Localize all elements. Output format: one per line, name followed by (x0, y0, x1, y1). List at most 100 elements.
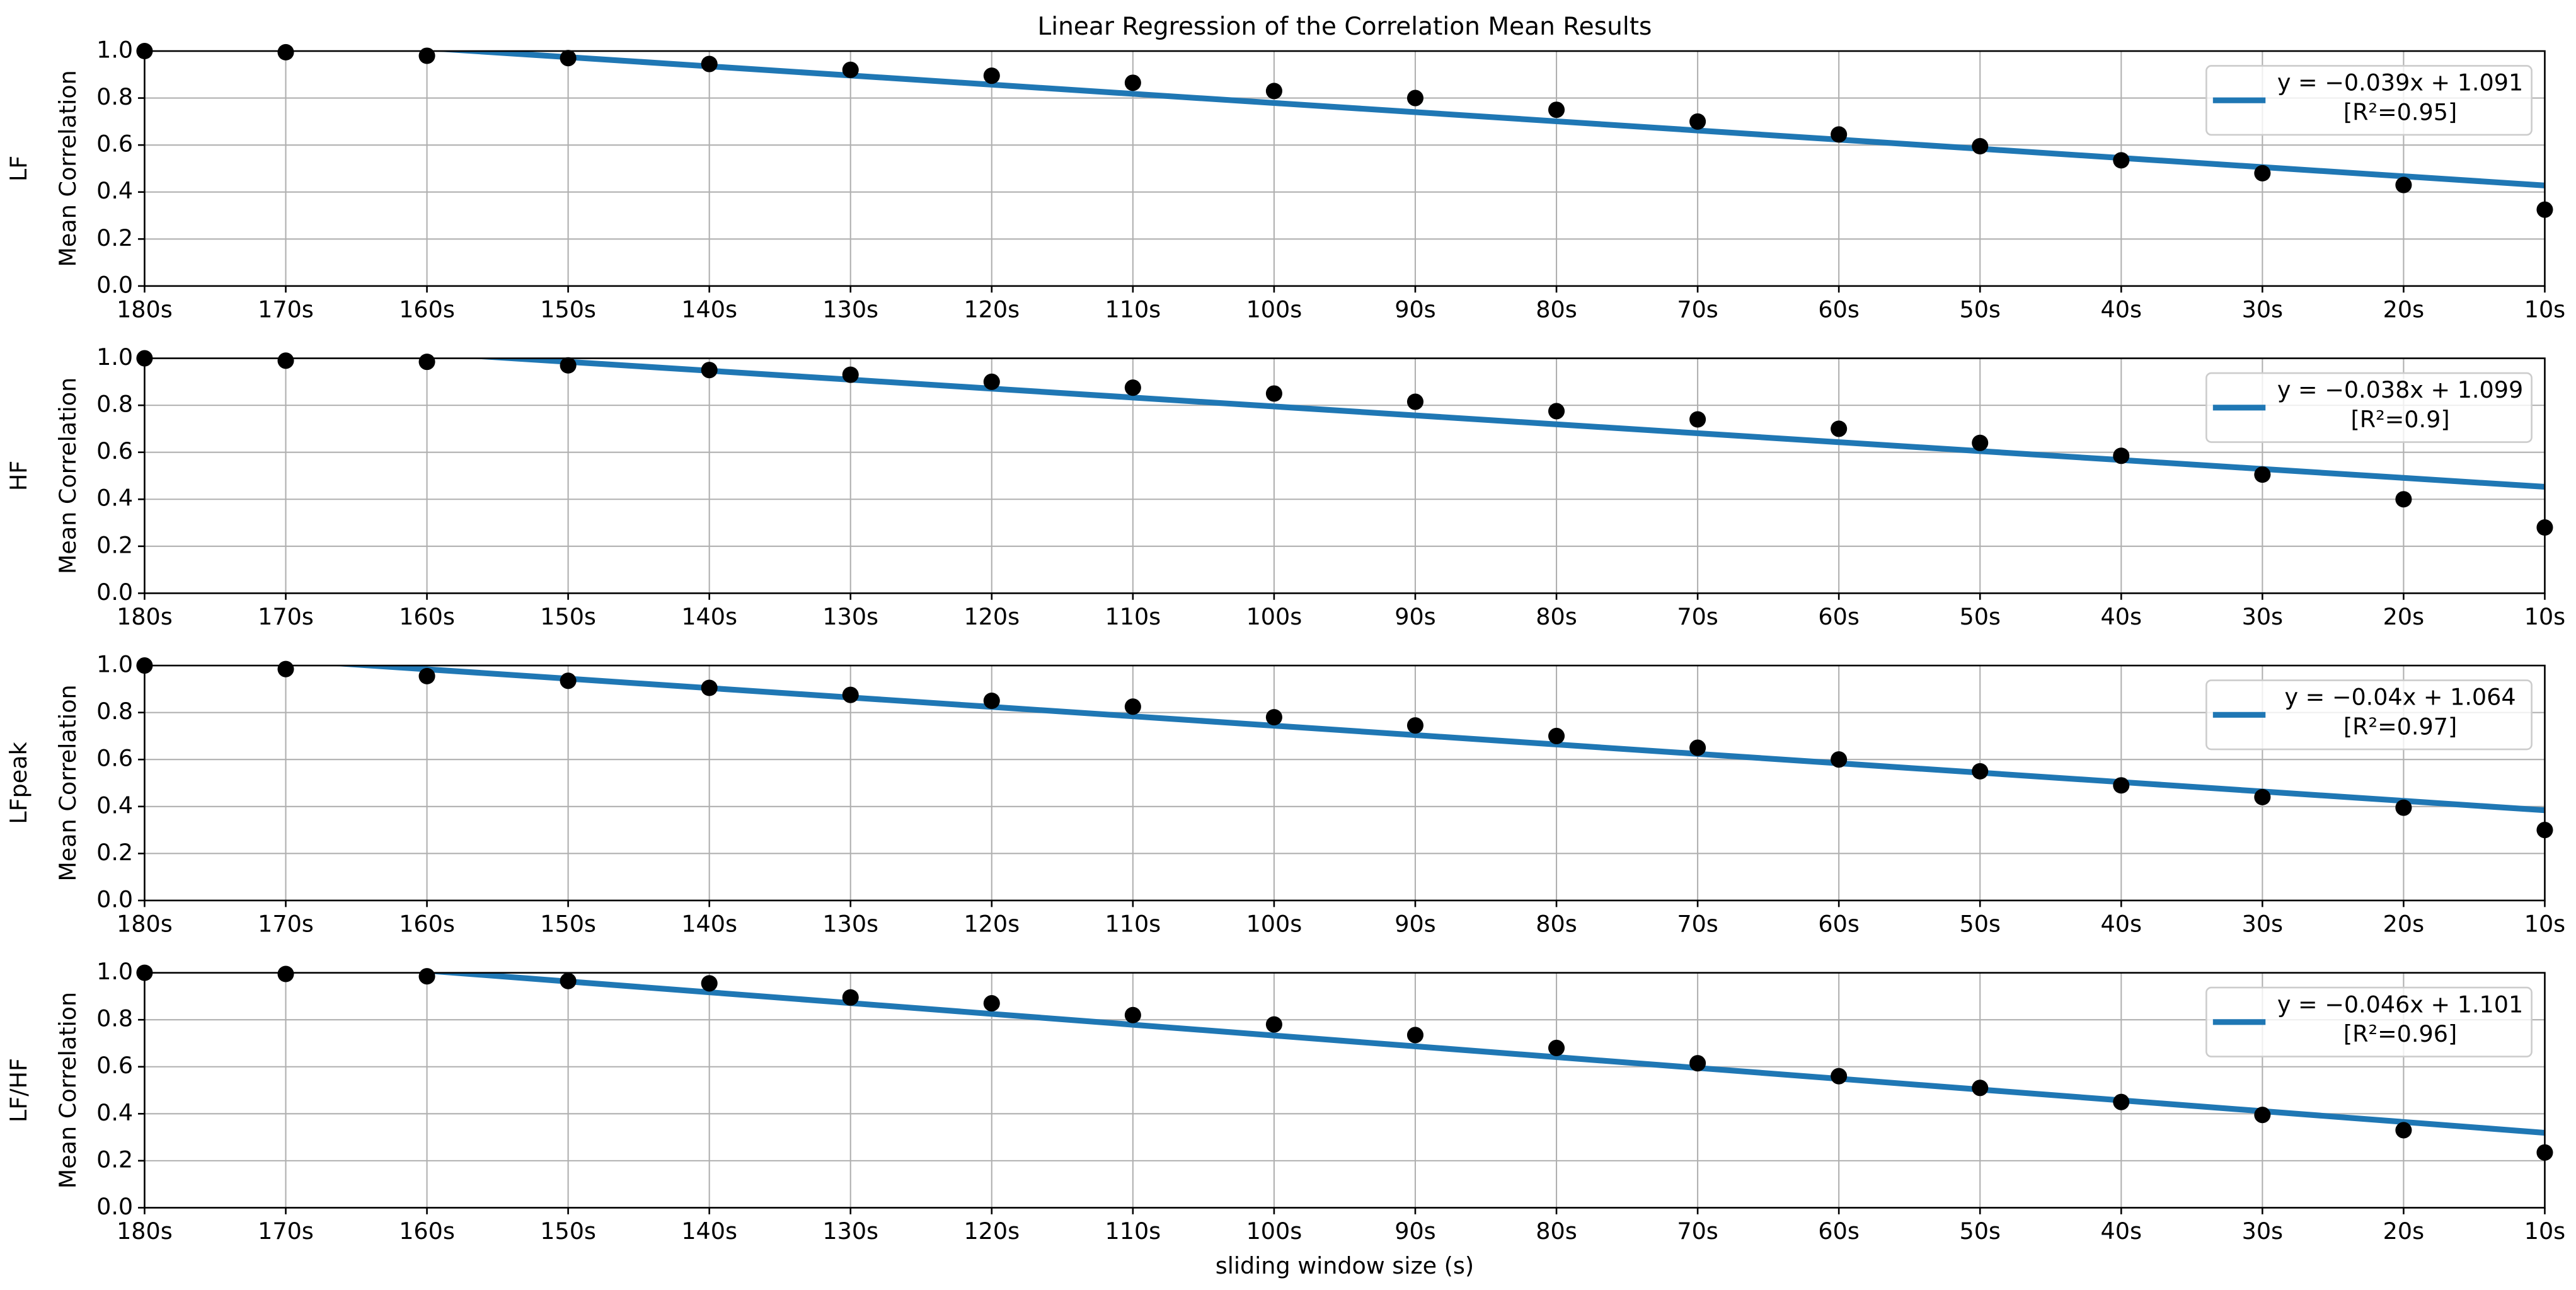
y-tick-label: 0.0 (96, 1193, 133, 1220)
x-tick-label: 70s (1677, 603, 1718, 630)
y-tick-label: 0.0 (96, 271, 133, 298)
x-tick-label: 180s (117, 603, 173, 630)
y-tick-label: 0.8 (96, 83, 133, 110)
y-tick-label: 1.0 (96, 343, 133, 371)
x-tick-label: 10s (2524, 296, 2565, 323)
x-tick-label: 120s (963, 603, 1020, 630)
data-point (1831, 1068, 1848, 1085)
plot-area (466, 358, 2545, 490)
x-tick-label: 160s (399, 296, 455, 323)
data-point (701, 679, 718, 696)
data-point (1548, 727, 1565, 744)
x-tick-label: 60s (1818, 296, 1859, 323)
data-point (277, 352, 294, 369)
y-tick-label: 0.6 (96, 130, 133, 158)
x-tick-label: 130s (822, 296, 878, 323)
x-tick-label: 50s (1959, 296, 2000, 323)
data-point (983, 692, 1000, 710)
plot-area (327, 665, 2545, 814)
data-point (2395, 1122, 2412, 1139)
data-point (1406, 717, 1424, 734)
x-tick-label: 100s (1246, 296, 1302, 323)
data-point (418, 667, 435, 684)
x-tick-label: 140s (681, 1218, 737, 1245)
y-tick-label: 0.6 (96, 745, 133, 772)
legend-box (2205, 986, 2533, 1057)
x-tick-label: 20s (2383, 296, 2424, 323)
data-point (1265, 83, 1282, 100)
x-tick-label: 90s (1394, 603, 1435, 630)
legend-label: [R²=0.9] (2350, 406, 2449, 433)
x-tick-label: 30s (2242, 296, 2283, 323)
data-point (1689, 1055, 1706, 1072)
x-tick-label: 170s (258, 1218, 314, 1245)
data-point (1972, 763, 1989, 780)
x-tick-label: 150s (540, 1218, 596, 1245)
data-point (277, 965, 294, 982)
row-label: LFpeak (5, 741, 32, 824)
y-axis-label: Mean Correlation (54, 70, 81, 267)
legend-box (2205, 679, 2533, 751)
x-tick-label: 40s (2101, 1218, 2142, 1245)
x-tick-label: 120s (963, 911, 1020, 938)
x-tick-label: 80s (1536, 603, 1577, 630)
legend-box (2205, 372, 2533, 443)
x-tick-label: 130s (822, 911, 878, 938)
subplot: 0.0 0.2 0.4 0.6 0.8 1.0 180s 170s 160s 150s 140s 13… (5, 343, 2565, 630)
data-point (1689, 113, 1706, 130)
axes-frame (144, 664, 2546, 902)
x-tick-label: 70s (1677, 911, 1718, 938)
y-tick-label: 0.6 (96, 437, 133, 464)
legend-label: [R²=0.97] (2343, 713, 2457, 740)
x-tick-label: 110s (1105, 1218, 1161, 1245)
row-label: HF (5, 461, 32, 491)
data-point (1548, 403, 1565, 420)
x-tick-label: 180s (117, 911, 173, 938)
x-tick-label: 160s (399, 603, 455, 630)
y-tick-label: 0.4 (96, 1099, 133, 1126)
x-tick-label: 50s (1959, 911, 2000, 938)
data-point (983, 995, 1000, 1012)
data-point (1124, 1006, 1141, 1023)
data-point (1548, 101, 1565, 118)
data-point (1972, 434, 1989, 451)
data-point (1124, 379, 1141, 396)
data-point (1124, 698, 1141, 715)
x-tick-label: 50s (1959, 603, 2000, 630)
x-tick-label: 80s (1536, 296, 1577, 323)
x-tick-label: 70s (1677, 296, 1718, 323)
y-tick-label: 0.4 (96, 177, 133, 204)
data-point (2395, 176, 2412, 193)
data-point (701, 55, 718, 72)
data-point (1265, 709, 1282, 726)
legend-label: y = −0.04x + 1.064 (2284, 684, 2516, 711)
data-point (2254, 1107, 2271, 1124)
y-tick-label: 0.2 (96, 1146, 133, 1173)
data-point (1548, 1039, 1565, 1056)
x-tick-label: 90s (1394, 296, 1435, 323)
x-tick-label: 180s (117, 296, 173, 323)
data-point (1972, 137, 1989, 155)
x-tick-label: 140s (681, 296, 737, 323)
x-tick-label: 90s (1394, 911, 1435, 938)
x-tick-label: 110s (1105, 911, 1161, 938)
x-tick-label: 170s (258, 603, 314, 630)
data-point (2113, 152, 2130, 169)
x-tick-label: 110s (1105, 296, 1161, 323)
y-axis-label: Mean Correlation (54, 377, 81, 574)
data-point (560, 672, 577, 689)
data-point (277, 660, 294, 677)
data-point (277, 43, 294, 60)
x-tick-label: 20s (2383, 911, 2424, 938)
data-point (2113, 777, 2130, 794)
x-tick-label: 120s (963, 1218, 1020, 1245)
data-point (2254, 164, 2271, 181)
y-axis-label: Mean Correlation (54, 992, 81, 1189)
x-tick-label: 140s (681, 911, 737, 938)
y-axis-label: Mean Correlation (54, 684, 81, 881)
row-label: LF/HF (5, 1058, 32, 1122)
data-point (560, 357, 577, 374)
x-tick-label: 40s (2101, 296, 2142, 323)
fit-line (466, 358, 2545, 490)
